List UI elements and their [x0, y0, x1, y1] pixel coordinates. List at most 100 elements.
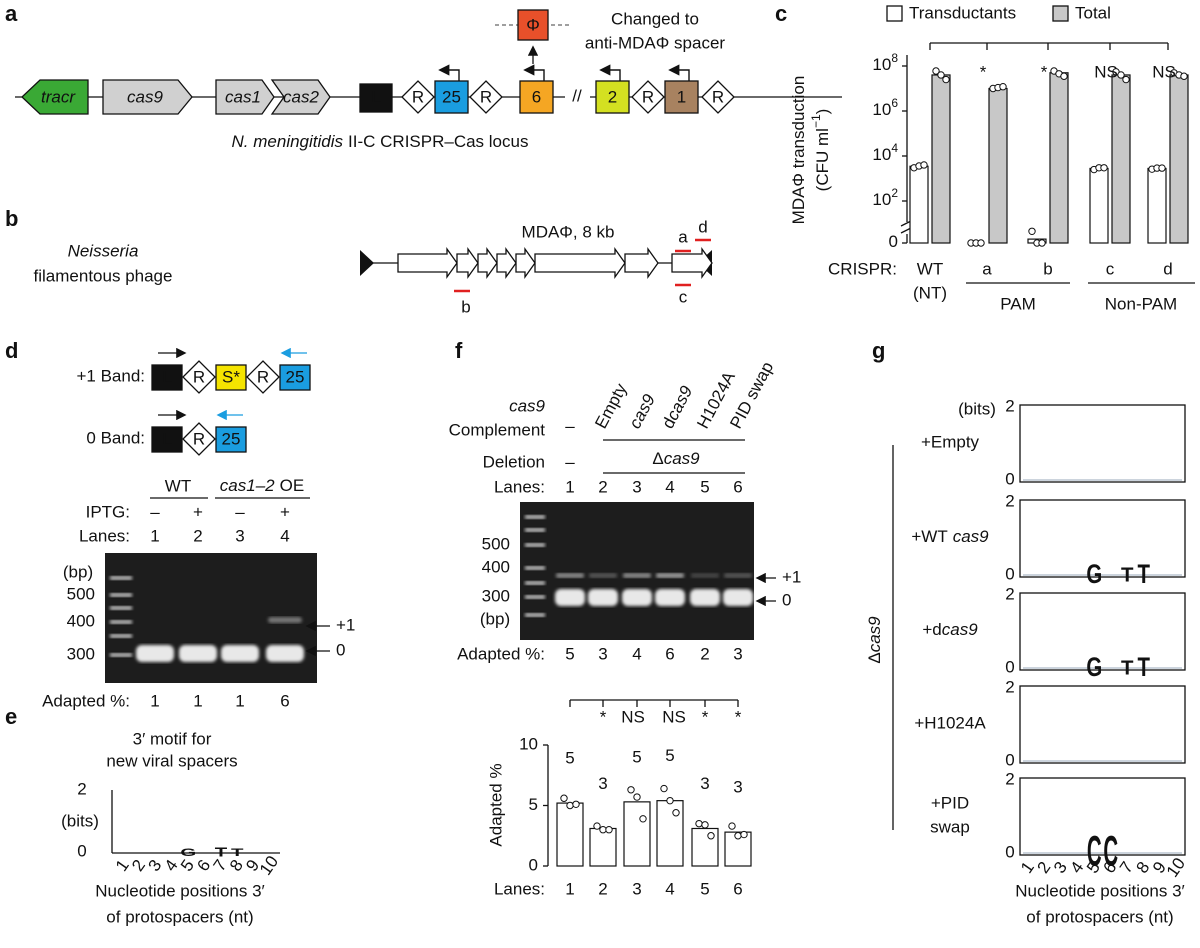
- y-tick-label: 5: [529, 795, 538, 814]
- gel-band: [589, 573, 617, 578]
- replicate-dot: [572, 800, 580, 808]
- ladder-band: [525, 543, 545, 547]
- gel-band: [623, 573, 651, 578]
- iptg-value: +: [280, 502, 290, 521]
- adapted-value: 1: [193, 691, 202, 710]
- repeat-label: R: [712, 87, 724, 106]
- y-tick-label: 0: [1005, 469, 1014, 488]
- significance: NS: [662, 707, 686, 726]
- gene-name: cas2: [283, 87, 319, 106]
- logo-letter: T: [231, 847, 243, 859]
- gene-arrow: [215, 79, 275, 115]
- ladder-band: [525, 515, 545, 519]
- gel: [520, 502, 754, 640]
- orf-arrow: [496, 246, 517, 280]
- repeat-diamond: [469, 80, 503, 114]
- lane-number: 1: [565, 477, 574, 496]
- adapted-value: 4: [632, 644, 641, 663]
- logo-letter: C: [1087, 828, 1102, 875]
- replicate-dot: [666, 796, 674, 805]
- label-part: II-C CRISPR–Cas locus: [348, 132, 528, 151]
- label-part: 4: [891, 141, 898, 155]
- panel-letter: f: [455, 338, 463, 363]
- leader-box: [359, 83, 393, 113]
- size-label: 500: [482, 534, 510, 553]
- x-tick-label: d: [1163, 259, 1172, 278]
- y-tick-label: 0: [1005, 564, 1014, 583]
- replicate-dot: [977, 239, 985, 247]
- orf-arrow: [456, 246, 479, 280]
- gene-name: cas1: [225, 87, 261, 106]
- logo-letter: G: [1086, 559, 1102, 589]
- deletion-label: Δcas9: [652, 449, 700, 468]
- strain-label: WT: [165, 476, 191, 495]
- iptg-value: +: [193, 502, 203, 521]
- logo-letter: T: [1138, 652, 1151, 682]
- band-mark: +1: [336, 615, 355, 634]
- significance: *: [702, 707, 709, 726]
- gene-name: cas9: [127, 87, 163, 106]
- spacer-label: 2: [608, 87, 617, 106]
- bar: [1147, 167, 1167, 244]
- logo-box: [1019, 499, 1186, 578]
- gel-band: [268, 617, 302, 623]
- label-part: cas1–2: [220, 476, 275, 495]
- row-label: swap: [930, 817, 970, 836]
- group-label: Non-PAM: [1105, 294, 1177, 313]
- adapted-value: 5: [565, 644, 574, 663]
- x-axis-label: of protospacers (nt): [106, 907, 253, 926]
- part-label: L: [162, 429, 171, 448]
- ladder-band: [110, 576, 132, 580]
- terminal: [360, 250, 374, 276]
- bar: [988, 87, 1008, 244]
- size-label: 400: [67, 611, 95, 630]
- x-tick-label: 3: [632, 879, 641, 898]
- replicate-dot: [560, 794, 568, 802]
- gel-band: [691, 573, 719, 578]
- part-label: 25: [286, 367, 305, 386]
- orf-arrow: [397, 246, 458, 280]
- replicate-dot: [734, 832, 742, 840]
- panel-letter: d: [5, 338, 18, 363]
- x-axis-label: Lanes:: [494, 879, 545, 898]
- x-tick-label: a: [982, 259, 992, 278]
- value-label: 5: [632, 747, 641, 766]
- x-tick-label: c: [1106, 259, 1115, 278]
- label-part: cas9: [865, 616, 884, 652]
- complement-label: PID swap: [727, 359, 778, 432]
- part-box: [151, 426, 183, 453]
- ladder-band: [525, 528, 545, 532]
- x-axis-label: CRISPR:: [828, 259, 897, 278]
- size-label: 300: [482, 586, 510, 605]
- y-tick-label: 0: [1005, 842, 1014, 861]
- y-tick-label: 0: [529, 855, 538, 874]
- part-box: [215, 426, 247, 453]
- bar: [1169, 74, 1189, 244]
- replicate-dot: [1117, 71, 1125, 79]
- band-label: 0 Band:: [86, 428, 145, 447]
- label-part: +d: [922, 620, 941, 639]
- promoter-arrow: [438, 64, 460, 81]
- label-part: (CFU ml: [813, 128, 832, 191]
- replicate-dot: [672, 809, 680, 817]
- bar: [623, 801, 651, 867]
- legend-swatch: [1052, 5, 1069, 22]
- group-label: PAM: [1000, 294, 1036, 313]
- bar: [1111, 74, 1131, 244]
- row-label: Adapted %:: [42, 691, 130, 710]
- row-label: IPTG:: [86, 502, 130, 521]
- gel-band: [723, 589, 753, 606]
- gel-band: [221, 645, 259, 662]
- spacer-box: [434, 80, 469, 114]
- y-tick-label: 2: [1005, 677, 1014, 696]
- size-unit: (bp): [63, 562, 93, 581]
- y-tick-label: 104: [872, 141, 898, 164]
- spacer-box: [519, 80, 554, 114]
- bar: [1049, 72, 1069, 244]
- label-part: −1: [809, 114, 823, 128]
- adapted-value: 6: [280, 691, 289, 710]
- part-box: [279, 364, 311, 391]
- x-tick-label: 2: [598, 879, 607, 898]
- row-label: +WT cas9: [911, 527, 989, 546]
- replicate-dot: [1158, 164, 1166, 172]
